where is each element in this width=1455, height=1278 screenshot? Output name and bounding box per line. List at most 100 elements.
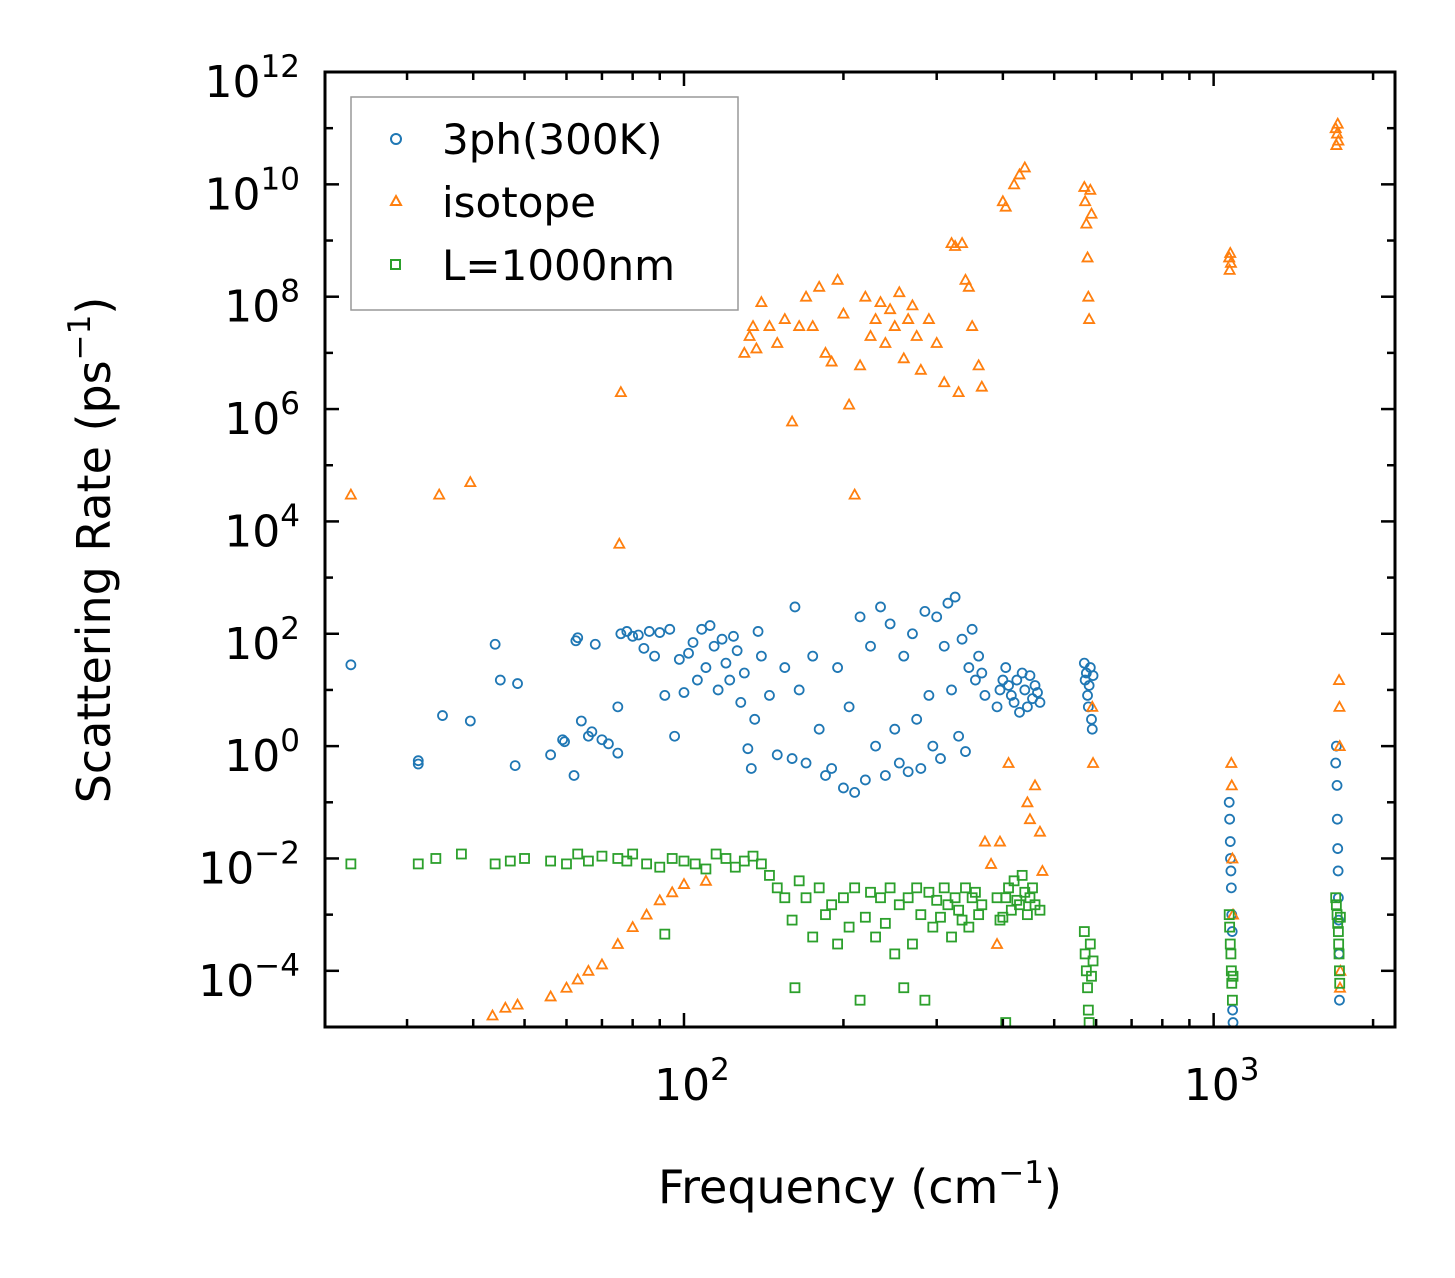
data-point [614,385,628,398]
data-point [972,358,986,371]
y-tick-label: 10−4 [198,948,300,1007]
data-point [942,597,954,609]
data-point [1333,948,1345,960]
data-point [1008,875,1020,887]
data-point [1227,1004,1239,1016]
y-tick-label: 108 [224,274,300,333]
data-point [729,861,741,873]
data-point [669,730,680,742]
data-point [456,848,467,860]
data-point [764,689,775,701]
legend-entry-l1000nm: L=1000nm [390,241,675,290]
data-point [1224,256,1238,268]
data-point [575,715,587,727]
data-point [1082,982,1093,994]
data-point [689,858,701,870]
data-point [1330,892,1342,904]
data-point [793,684,805,696]
data-point [755,858,767,870]
legend-entry-isotope: isotope [389,178,596,227]
data-point [806,319,820,331]
data-point [897,351,911,364]
data-point [854,994,866,1006]
data-point [997,911,1009,923]
data-point [746,319,760,331]
data-point [907,628,918,640]
data-point [1082,312,1096,324]
data-point [1018,160,1032,173]
data-point [1011,674,1023,686]
data-point [838,892,849,904]
data-point [581,963,595,976]
data-point [432,487,446,500]
data-point [603,738,614,750]
data-point [595,957,609,970]
data-point [544,989,558,1002]
data-point [494,674,506,686]
data-point [1027,882,1038,894]
series-2 [345,848,1346,1028]
data-point [1081,289,1095,302]
data-point [1331,133,1345,146]
data-point [875,601,886,613]
data-point [659,928,671,940]
data-point [677,877,691,889]
data-point [935,753,946,764]
data-point [813,723,825,735]
data-point [901,312,915,324]
data-point [952,385,966,398]
data-point [653,893,667,906]
data-point [1084,938,1096,950]
data-point [589,638,601,650]
data-point [545,855,557,867]
data-point [999,199,1013,212]
data-point [1331,116,1345,129]
data-point [785,414,799,427]
data-point [673,653,685,665]
data-point [938,640,950,652]
y-tick-label: 102 [224,611,300,670]
data-point [873,295,888,308]
data-point [843,701,855,713]
data-point [1332,926,1344,937]
data-point [930,336,944,348]
data-point [927,921,939,933]
data-point [1331,779,1343,791]
data-point [893,899,905,911]
data-point [749,713,761,725]
data-point [708,640,720,652]
data-point [849,787,861,798]
data-point [1084,206,1099,219]
data-point [820,909,831,921]
data-point [665,885,679,898]
data-point [678,855,690,867]
data-point [412,858,424,870]
data-point [1223,263,1237,275]
data-point [898,650,910,662]
data-point [1078,194,1092,207]
data-point [654,861,666,873]
data-point [1086,713,1097,725]
data-point [1081,250,1095,263]
data-point [993,834,1007,847]
data-point [1016,869,1028,881]
data-point [559,736,570,748]
data-point [915,763,927,774]
data-point [919,994,931,1006]
data-point [638,642,650,654]
data-point [946,684,957,696]
data-point [812,279,826,292]
data-point [911,713,923,725]
data-point [919,606,931,617]
data-point [937,375,951,388]
series-1 [344,116,1347,1021]
data-point [984,857,998,869]
data-point [1019,684,1031,696]
data-point [1223,796,1235,808]
legend-label-isotope: isotope [442,178,596,227]
data-point [1330,757,1342,769]
data-point [1334,994,1345,1006]
data-point [902,892,914,904]
legend-entry-3ph: 3ph(300K) [390,115,662,164]
